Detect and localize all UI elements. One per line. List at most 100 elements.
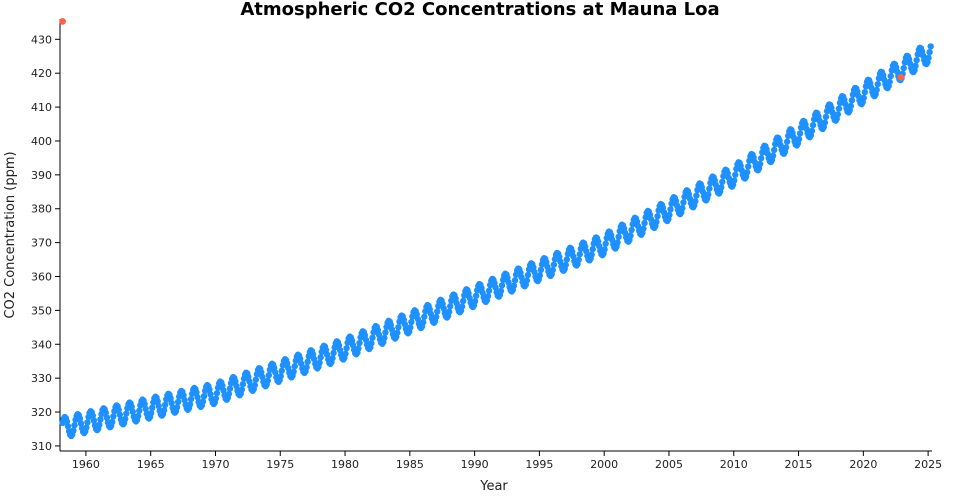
data-point — [278, 367, 285, 374]
data-point — [317, 354, 324, 361]
data-point — [692, 198, 699, 205]
data-point — [730, 177, 738, 184]
data-point — [835, 105, 843, 112]
data-point — [926, 48, 933, 56]
data-point — [861, 88, 869, 96]
x-ticks: 1960 1965 1970 1975 1980 1985 1990 1995 2000 2005… — [72, 451, 942, 471]
highlight-point — [59, 17, 66, 25]
data-point — [653, 218, 660, 226]
data-point — [226, 385, 234, 392]
data-point — [110, 413, 117, 420]
x-tick-label: 1990 — [461, 458, 489, 471]
data-point — [136, 407, 143, 414]
data-point — [149, 404, 156, 412]
data-point — [770, 146, 778, 154]
data-point — [304, 358, 311, 365]
x-tick-label: 1975 — [266, 458, 294, 471]
data-point — [77, 420, 85, 427]
data-point — [640, 225, 647, 232]
data-point — [186, 401, 194, 408]
data-point — [614, 239, 621, 246]
data-point — [154, 397, 161, 405]
data-point — [550, 261, 558, 268]
data-point — [225, 390, 233, 398]
x-tick-label: 2020 — [849, 458, 877, 471]
data-point — [342, 350, 349, 357]
data-point — [64, 423, 72, 430]
y-tick-label: 420 — [31, 67, 52, 80]
data-point — [485, 287, 493, 294]
data-point — [109, 418, 116, 426]
data-point — [76, 415, 84, 422]
data-point — [407, 324, 414, 331]
data-point — [743, 169, 751, 176]
data-point — [821, 119, 829, 126]
data-point — [238, 386, 246, 393]
data-point — [96, 421, 103, 428]
data-point — [63, 418, 71, 425]
chart-title: Atmospheric CO2 Concentrations at Mauna … — [240, 0, 719, 20]
x-tick-label: 1965 — [137, 458, 165, 471]
data-point — [102, 409, 109, 416]
y-tick-label: 350 — [31, 304, 52, 317]
data-point — [576, 251, 583, 258]
data-point — [122, 415, 129, 423]
data-point — [290, 368, 297, 375]
data-point — [420, 319, 427, 326]
y-tick-label: 360 — [31, 271, 52, 284]
data-point — [395, 324, 402, 331]
data-point — [498, 282, 506, 289]
y-tick-label: 430 — [31, 33, 52, 46]
data-point — [432, 313, 440, 321]
data-point — [927, 43, 934, 50]
data-point — [459, 297, 467, 305]
data-point — [84, 419, 91, 426]
data-point — [510, 282, 518, 289]
data-point — [394, 329, 401, 336]
data-point — [199, 398, 207, 405]
x-tick-label: 1980 — [331, 458, 359, 471]
data-point — [575, 256, 582, 263]
data-point — [588, 251, 595, 258]
data-point — [277, 372, 284, 380]
data-point — [782, 144, 790, 151]
data-point — [115, 406, 122, 414]
data-point — [602, 240, 609, 247]
data-point — [873, 86, 880, 94]
data-point — [70, 427, 77, 434]
data-point — [627, 232, 634, 239]
y-tick-label: 410 — [31, 101, 52, 114]
data-point — [207, 391, 214, 398]
data-point — [472, 292, 480, 299]
data-point — [174, 398, 182, 406]
data-point — [252, 376, 260, 383]
y-tick-label: 320 — [31, 406, 52, 419]
data-point — [549, 266, 556, 274]
data-point — [213, 389, 221, 397]
data-point — [200, 392, 208, 400]
data-points — [59, 43, 934, 440]
data-point — [783, 138, 791, 145]
data-point — [421, 313, 428, 320]
data-point — [181, 396, 188, 404]
data-point — [732, 171, 739, 178]
data-point — [796, 130, 804, 137]
data-point — [757, 155, 765, 162]
data-point — [601, 246, 608, 253]
data-point — [769, 152, 777, 159]
y-tick-label: 330 — [31, 372, 52, 385]
data-point — [128, 403, 135, 411]
data-point — [484, 292, 492, 300]
data-point — [239, 380, 247, 388]
data-point — [667, 206, 674, 213]
data-point — [168, 399, 175, 407]
data-point — [705, 191, 712, 198]
data-point — [408, 318, 415, 326]
y-ticks: 310 320 330 340 350 360 370 380 390 400 410 420 430 — [31, 33, 60, 453]
data-point — [160, 407, 168, 414]
data-point — [97, 416, 104, 423]
data-point — [719, 178, 726, 186]
data-point — [511, 277, 519, 284]
